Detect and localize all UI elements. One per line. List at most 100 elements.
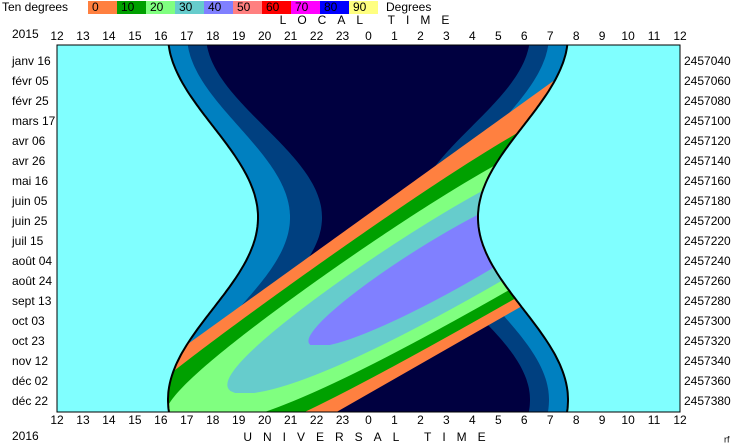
- date-label: avr 06: [12, 134, 46, 148]
- date-label: juin 05: [11, 194, 48, 208]
- top-hour-label: 12: [50, 29, 64, 43]
- julian-day-label: 2457280: [684, 294, 731, 308]
- credit: rf: [724, 434, 730, 444]
- julian-day-label: 2457080: [684, 94, 731, 108]
- bottom-hour-label: 7: [547, 413, 554, 427]
- top-hour-label: 21: [284, 29, 298, 43]
- legend-swatch: [291, 1, 320, 14]
- date-label: oct 23: [12, 334, 45, 348]
- bottom-hour-label: 12: [50, 413, 64, 427]
- julian-day-label: 2457160: [684, 174, 731, 188]
- legend-swatch: [88, 1, 117, 14]
- legend-level: 0: [92, 0, 99, 14]
- legend-level: 40: [208, 0, 222, 14]
- bottom-hour-label: 16: [154, 413, 168, 427]
- bottom-hour-label: 4: [469, 413, 476, 427]
- bottom-hour-label: 13: [76, 413, 90, 427]
- legend-level: 50: [237, 0, 251, 14]
- bottom-hour-label: 0: [365, 413, 372, 427]
- bottom-hour-label: 14: [102, 413, 116, 427]
- date-label: févr 05: [12, 74, 49, 88]
- date-label: oct 03: [12, 314, 45, 328]
- legend-swatch: [117, 1, 146, 14]
- legend-swatch: [146, 1, 175, 14]
- julian-day-label: 2457100: [684, 114, 731, 128]
- date-label: juin 25: [11, 214, 48, 228]
- start-year: 2015: [12, 27, 39, 41]
- legend-level: 70: [295, 0, 309, 14]
- top-hour-label: 19: [232, 29, 246, 43]
- legend-swatch: [175, 1, 204, 14]
- julian-day-label: 2457240: [684, 254, 731, 268]
- date-label: août 24: [12, 274, 52, 288]
- julian-day-label: 2457040: [684, 54, 731, 68]
- date-label: févr 25: [12, 94, 49, 108]
- bottom-hour-label: 23: [336, 413, 350, 427]
- top-hour-label: 12: [673, 29, 687, 43]
- bottom-hour-label: 21: [284, 413, 298, 427]
- bottom-hour-label: 10: [621, 413, 635, 427]
- legend-level: 60: [266, 0, 280, 14]
- date-label: juil 15: [11, 234, 44, 248]
- top-hour-label: 18: [206, 29, 220, 43]
- bottom-hour-label: 20: [258, 413, 272, 427]
- date-label: août 04: [12, 254, 52, 268]
- date-label: mars 17: [12, 114, 56, 128]
- top-hour-label: 17: [180, 29, 194, 43]
- julian-day-label: 2457340: [684, 354, 731, 368]
- top-hour-label: 13: [76, 29, 90, 43]
- bottom-hour-label: 9: [599, 413, 606, 427]
- julian-day-label: 2457180: [684, 194, 731, 208]
- horizon-lines: [167, 44, 569, 413]
- julian-day-label: 2457380: [684, 394, 731, 408]
- end-year: 2016: [12, 429, 39, 443]
- date-label: sept 13: [12, 294, 52, 308]
- legend-swatch: [204, 1, 233, 14]
- top-hour-label: 2: [417, 29, 424, 43]
- julian-day-label: 2457120: [684, 134, 731, 148]
- bottom-hour-label: 2: [417, 413, 424, 427]
- legend-level: 80: [324, 0, 338, 14]
- top-hour-label: 23: [336, 29, 350, 43]
- julian-day-label: 2457060: [684, 74, 731, 88]
- bottom-hour-label: 19: [232, 413, 246, 427]
- top-hour-label: 11: [648, 29, 661, 43]
- top-hour-label: 0: [365, 29, 372, 43]
- bottom-hour-label: 22: [310, 413, 324, 427]
- bottom-hour-label: 8: [573, 413, 580, 427]
- top-hour-label: 20: [258, 29, 272, 43]
- legend-title: Ten degrees: [2, 0, 68, 14]
- plot-frame: [56, 44, 681, 413]
- legend-level: 20: [150, 0, 164, 14]
- top-hour-label: 9: [599, 29, 606, 43]
- bottom-hour-label: 5: [495, 413, 502, 427]
- top-hour-label: 8: [573, 29, 580, 43]
- date-label: déc 22: [12, 394, 48, 408]
- legend-unit: Degrees: [386, 0, 431, 14]
- bottom-hour-label: 18: [206, 413, 220, 427]
- legend-level: 10: [121, 0, 135, 14]
- bottom-hour-label: 15: [128, 413, 142, 427]
- top-hour-label: 4: [469, 29, 476, 43]
- sunrise-line: [477, 44, 569, 413]
- top-hour-label: 3: [443, 29, 450, 43]
- julian-day-label: 2457300: [684, 314, 731, 328]
- top-hour-label: 1: [391, 29, 398, 43]
- bottom-hour-label: 6: [521, 413, 528, 427]
- top-hour-label: 6: [521, 29, 528, 43]
- bottom-hour-label: 12: [673, 413, 687, 427]
- julian-day-label: 2457260: [684, 274, 731, 288]
- legend-swatch: [233, 1, 262, 14]
- julian-day-label: 2457200: [684, 214, 731, 228]
- sunset-line: [167, 44, 259, 413]
- top-hour-label: 22: [310, 29, 324, 43]
- legend-swatch: [349, 1, 378, 14]
- date-label: mai 16: [12, 174, 48, 188]
- date-label: nov 12: [12, 354, 48, 368]
- top-hour-label: 16: [154, 29, 168, 43]
- julian-day-label: 2457320: [684, 334, 731, 348]
- date-label: janv 16: [11, 54, 51, 68]
- top-title: LOCAL TIME: [280, 13, 461, 27]
- legend-swatch: [262, 1, 291, 14]
